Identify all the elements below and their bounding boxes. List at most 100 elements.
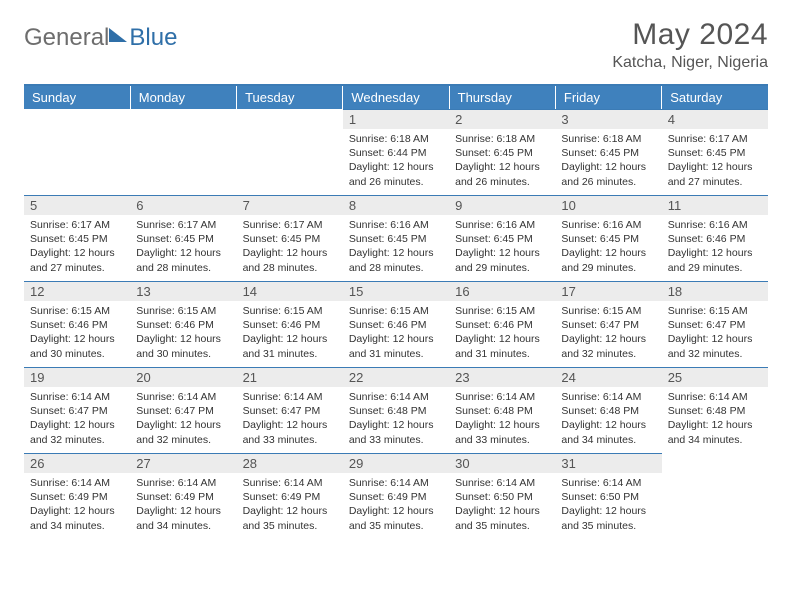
day-content: Sunrise: 6:17 AMSunset: 6:45 PMDaylight:… bbox=[237, 215, 343, 279]
day-content: Sunrise: 6:14 AMSunset: 6:47 PMDaylight:… bbox=[24, 387, 130, 451]
calendar-cell: 28Sunrise: 6:14 AMSunset: 6:49 PMDayligh… bbox=[237, 453, 343, 543]
day-content: Sunrise: 6:15 AMSunset: 6:46 PMDaylight:… bbox=[449, 301, 555, 365]
calendar-cell: 7Sunrise: 6:17 AMSunset: 6:45 PMDaylight… bbox=[237, 195, 343, 281]
calendar-cell: 12Sunrise: 6:15 AMSunset: 6:46 PMDayligh… bbox=[24, 281, 130, 367]
day-content: Sunrise: 6:14 AMSunset: 6:48 PMDaylight:… bbox=[343, 387, 449, 451]
calendar-cell: 10Sunrise: 6:16 AMSunset: 6:45 PMDayligh… bbox=[555, 195, 661, 281]
calendar-cell: 14Sunrise: 6:15 AMSunset: 6:46 PMDayligh… bbox=[237, 281, 343, 367]
calendar-cell: 27Sunrise: 6:14 AMSunset: 6:49 PMDayligh… bbox=[130, 453, 236, 543]
calendar-cell: 6Sunrise: 6:17 AMSunset: 6:45 PMDaylight… bbox=[130, 195, 236, 281]
calendar-cell: 1Sunrise: 6:18 AMSunset: 6:44 PMDaylight… bbox=[343, 109, 449, 195]
calendar-cell: 20Sunrise: 6:14 AMSunset: 6:47 PMDayligh… bbox=[130, 367, 236, 453]
day-content: Sunrise: 6:14 AMSunset: 6:49 PMDaylight:… bbox=[237, 473, 343, 537]
dayhead-thursday: Thursday bbox=[449, 85, 555, 109]
day-number: 24 bbox=[555, 367, 661, 387]
day-number: 27 bbox=[130, 453, 236, 473]
day-content: Sunrise: 6:16 AMSunset: 6:45 PMDaylight:… bbox=[343, 215, 449, 279]
dayhead-monday: Monday bbox=[130, 85, 236, 109]
day-number: 19 bbox=[24, 367, 130, 387]
day-number: 14 bbox=[237, 281, 343, 301]
calendar-cell: 19Sunrise: 6:14 AMSunset: 6:47 PMDayligh… bbox=[24, 367, 130, 453]
calendar-cell: 5Sunrise: 6:17 AMSunset: 6:45 PMDaylight… bbox=[24, 195, 130, 281]
day-content: Sunrise: 6:18 AMSunset: 6:44 PMDaylight:… bbox=[343, 129, 449, 193]
calendar-cell: 11Sunrise: 6:16 AMSunset: 6:46 PMDayligh… bbox=[662, 195, 768, 281]
calendar-cell bbox=[130, 109, 236, 195]
day-number: 31 bbox=[555, 453, 661, 473]
day-number: 22 bbox=[343, 367, 449, 387]
calendar-cell: 21Sunrise: 6:14 AMSunset: 6:47 PMDayligh… bbox=[237, 367, 343, 453]
calendar-table: Sunday Monday Tuesday Wednesday Thursday… bbox=[24, 84, 768, 543]
calendar-cell: 8Sunrise: 6:16 AMSunset: 6:45 PMDaylight… bbox=[343, 195, 449, 281]
logo-triangle-icon bbox=[109, 28, 127, 42]
day-number: 7 bbox=[237, 195, 343, 215]
calendar-cell bbox=[24, 109, 130, 195]
calendar-cell: 15Sunrise: 6:15 AMSunset: 6:46 PMDayligh… bbox=[343, 281, 449, 367]
day-number: 12 bbox=[24, 281, 130, 301]
day-content: Sunrise: 6:17 AMSunset: 6:45 PMDaylight:… bbox=[662, 129, 768, 193]
calendar-cell: 30Sunrise: 6:14 AMSunset: 6:50 PMDayligh… bbox=[449, 453, 555, 543]
day-content: Sunrise: 6:14 AMSunset: 6:47 PMDaylight:… bbox=[130, 387, 236, 451]
day-content: Sunrise: 6:14 AMSunset: 6:49 PMDaylight:… bbox=[130, 473, 236, 537]
day-number: 11 bbox=[662, 195, 768, 215]
day-number: 25 bbox=[662, 367, 768, 387]
page-title: May 2024 bbox=[612, 18, 768, 52]
calendar-cell: 26Sunrise: 6:14 AMSunset: 6:49 PMDayligh… bbox=[24, 453, 130, 543]
day-number: 5 bbox=[24, 195, 130, 215]
day-number: 23 bbox=[449, 367, 555, 387]
calendar-cell: 3Sunrise: 6:18 AMSunset: 6:45 PMDaylight… bbox=[555, 109, 661, 195]
calendar-body: 1Sunrise: 6:18 AMSunset: 6:44 PMDaylight… bbox=[24, 109, 768, 543]
calendar-cell: 2Sunrise: 6:18 AMSunset: 6:45 PMDaylight… bbox=[449, 109, 555, 195]
day-content: Sunrise: 6:16 AMSunset: 6:45 PMDaylight:… bbox=[449, 215, 555, 279]
day-content: Sunrise: 6:14 AMSunset: 6:48 PMDaylight:… bbox=[662, 387, 768, 451]
calendar-cell: 25Sunrise: 6:14 AMSunset: 6:48 PMDayligh… bbox=[662, 367, 768, 453]
calendar-cell bbox=[662, 453, 768, 543]
calendar-row: 5Sunrise: 6:17 AMSunset: 6:45 PMDaylight… bbox=[24, 195, 768, 281]
day-number: 10 bbox=[555, 195, 661, 215]
day-content: Sunrise: 6:14 AMSunset: 6:50 PMDaylight:… bbox=[555, 473, 661, 537]
day-content: Sunrise: 6:15 AMSunset: 6:47 PMDaylight:… bbox=[555, 301, 661, 365]
day-number: 9 bbox=[449, 195, 555, 215]
day-number: 21 bbox=[237, 367, 343, 387]
day-content: Sunrise: 6:15 AMSunset: 6:46 PMDaylight:… bbox=[24, 301, 130, 365]
dayhead-sunday: Sunday bbox=[24, 85, 130, 109]
calendar-row: 19Sunrise: 6:14 AMSunset: 6:47 PMDayligh… bbox=[24, 367, 768, 453]
calendar-cell: 29Sunrise: 6:14 AMSunset: 6:49 PMDayligh… bbox=[343, 453, 449, 543]
day-content: Sunrise: 6:18 AMSunset: 6:45 PMDaylight:… bbox=[555, 129, 661, 193]
logo-text-general: General bbox=[24, 24, 109, 52]
day-content: Sunrise: 6:14 AMSunset: 6:48 PMDaylight:… bbox=[449, 387, 555, 451]
day-content: Sunrise: 6:15 AMSunset: 6:47 PMDaylight:… bbox=[662, 301, 768, 365]
calendar-cell: 23Sunrise: 6:14 AMSunset: 6:48 PMDayligh… bbox=[449, 367, 555, 453]
calendar-cell: 18Sunrise: 6:15 AMSunset: 6:47 PMDayligh… bbox=[662, 281, 768, 367]
calendar-row: 1Sunrise: 6:18 AMSunset: 6:44 PMDaylight… bbox=[24, 109, 768, 195]
day-number: 20 bbox=[130, 367, 236, 387]
calendar-row: 12Sunrise: 6:15 AMSunset: 6:46 PMDayligh… bbox=[24, 281, 768, 367]
day-number: 26 bbox=[24, 453, 130, 473]
day-content: Sunrise: 6:16 AMSunset: 6:45 PMDaylight:… bbox=[555, 215, 661, 279]
calendar-header-row: Sunday Monday Tuesday Wednesday Thursday… bbox=[24, 85, 768, 109]
day-content: Sunrise: 6:18 AMSunset: 6:45 PMDaylight:… bbox=[449, 129, 555, 193]
dayhead-friday: Friday bbox=[555, 85, 661, 109]
calendar-cell: 4Sunrise: 6:17 AMSunset: 6:45 PMDaylight… bbox=[662, 109, 768, 195]
calendar-row: 26Sunrise: 6:14 AMSunset: 6:49 PMDayligh… bbox=[24, 453, 768, 543]
calendar-cell: 31Sunrise: 6:14 AMSunset: 6:50 PMDayligh… bbox=[555, 453, 661, 543]
day-number: 17 bbox=[555, 281, 661, 301]
day-content: Sunrise: 6:14 AMSunset: 6:48 PMDaylight:… bbox=[555, 387, 661, 451]
day-content: Sunrise: 6:16 AMSunset: 6:46 PMDaylight:… bbox=[662, 215, 768, 279]
calendar-cell bbox=[237, 109, 343, 195]
calendar-cell: 17Sunrise: 6:15 AMSunset: 6:47 PMDayligh… bbox=[555, 281, 661, 367]
calendar-cell: 22Sunrise: 6:14 AMSunset: 6:48 PMDayligh… bbox=[343, 367, 449, 453]
day-content: Sunrise: 6:17 AMSunset: 6:45 PMDaylight:… bbox=[130, 215, 236, 279]
day-number: 28 bbox=[237, 453, 343, 473]
day-content: Sunrise: 6:15 AMSunset: 6:46 PMDaylight:… bbox=[130, 301, 236, 365]
location-text: Katcha, Niger, Nigeria bbox=[612, 54, 768, 72]
calendar-cell: 16Sunrise: 6:15 AMSunset: 6:46 PMDayligh… bbox=[449, 281, 555, 367]
calendar-cell: 9Sunrise: 6:16 AMSunset: 6:45 PMDaylight… bbox=[449, 195, 555, 281]
day-number: 8 bbox=[343, 195, 449, 215]
day-number: 4 bbox=[662, 109, 768, 129]
day-content: Sunrise: 6:14 AMSunset: 6:49 PMDaylight:… bbox=[24, 473, 130, 537]
day-content: Sunrise: 6:14 AMSunset: 6:47 PMDaylight:… bbox=[237, 387, 343, 451]
day-number: 15 bbox=[343, 281, 449, 301]
day-content: Sunrise: 6:17 AMSunset: 6:45 PMDaylight:… bbox=[24, 215, 130, 279]
day-number: 29 bbox=[343, 453, 449, 473]
calendar-cell: 13Sunrise: 6:15 AMSunset: 6:46 PMDayligh… bbox=[130, 281, 236, 367]
